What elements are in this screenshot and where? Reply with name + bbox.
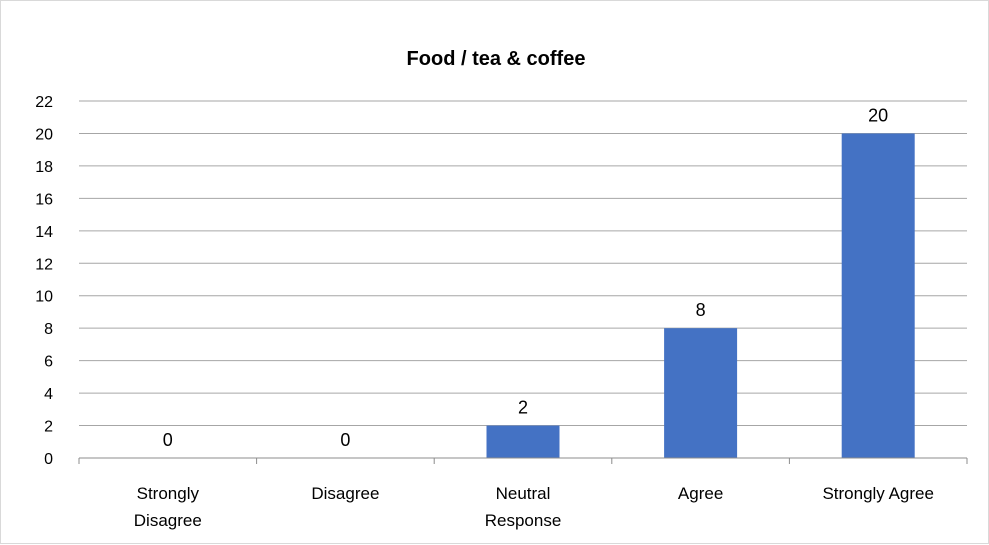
bar-3 — [664, 328, 738, 458]
y-tick-label-0: 0 — [44, 451, 53, 468]
y-tick-label-16: 16 — [35, 191, 53, 208]
data-label-0: 0 — [163, 430, 173, 450]
chart-title: Food / tea & coffee — [407, 48, 586, 70]
y-tick-label-6: 6 — [44, 354, 53, 371]
x-category-label-0: Strongly Disagree — [134, 484, 202, 530]
x-category-label-1: Disagree — [311, 484, 379, 503]
data-labels: 0 0 2 8 20 — [163, 105, 888, 450]
y-tick-label-2: 2 — [44, 419, 53, 436]
data-label-2: 2 — [518, 398, 528, 418]
bar-4 — [841, 133, 915, 459]
x-category-label-line: Strongly — [137, 484, 200, 503]
x-axis — [78, 457, 968, 464]
x-category-label-line: Neutral — [496, 484, 551, 503]
x-category-label-line: Disagree — [311, 484, 379, 503]
y-tick-label-14: 14 — [35, 224, 53, 241]
x-category-label-4: Strongly Agree — [822, 484, 934, 503]
y-axis-ticks: 0 2 4 6 8 10 12 14 16 18 20 22 — [35, 94, 53, 468]
bars — [486, 133, 915, 459]
x-category-label-line: Strongly Agree — [822, 484, 934, 503]
y-tick-label-12: 12 — [35, 256, 53, 273]
x-category-label-line: Agree — [678, 484, 723, 503]
y-tick-label-8: 8 — [44, 321, 53, 338]
x-category-label-line: Response — [485, 511, 562, 530]
y-tick-label-4: 4 — [44, 386, 53, 403]
x-category-label-3: Agree — [678, 484, 723, 503]
y-tick-label-18: 18 — [35, 159, 53, 176]
y-tick-label-22: 22 — [35, 94, 53, 111]
x-category-label-line: Disagree — [134, 511, 202, 530]
x-axis-category-labels: Strongly Disagree Disagree Neutral Response A… — [134, 484, 934, 530]
y-tick-label-20: 20 — [35, 126, 53, 143]
bar-2 — [486, 425, 560, 458]
x-category-label-2: Neutral Response — [485, 484, 562, 530]
y-tick-label-10: 10 — [35, 289, 53, 306]
data-label-4: 20 — [868, 105, 888, 125]
data-label-1: 0 — [340, 430, 350, 450]
data-label-3: 8 — [696, 300, 706, 320]
gridlines — [79, 100, 967, 427]
